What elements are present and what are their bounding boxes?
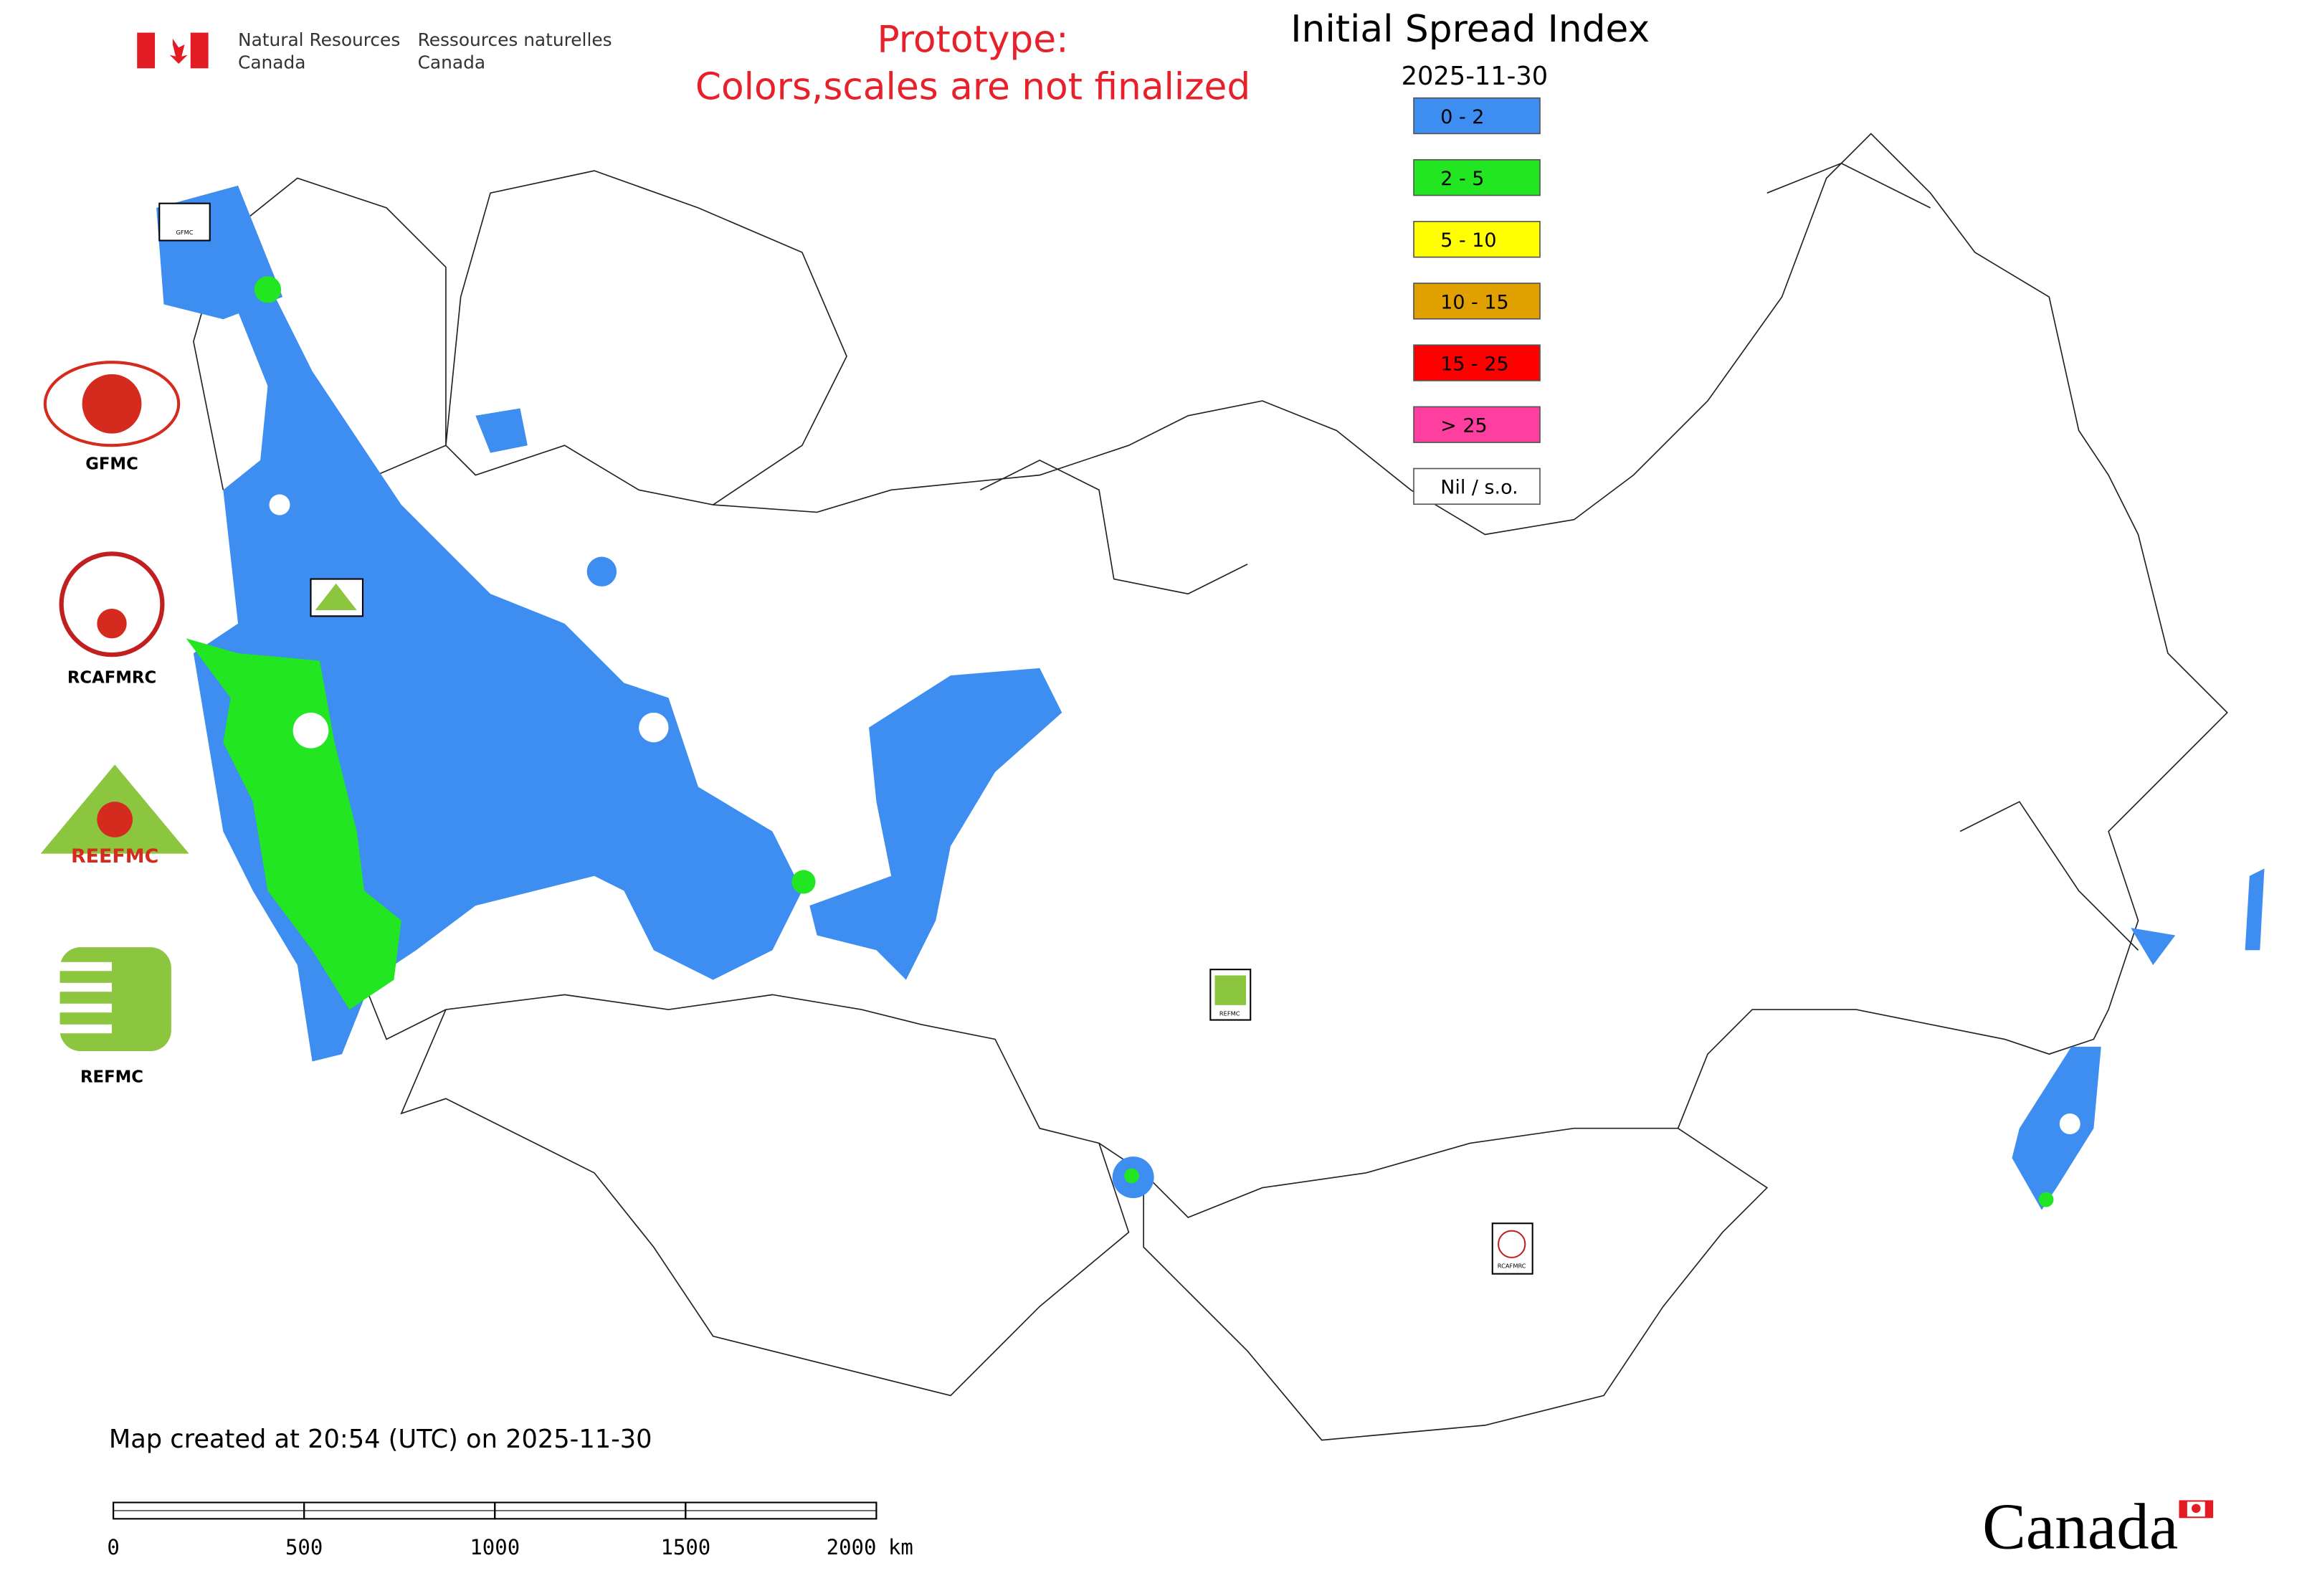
country-outline bbox=[1143, 1128, 1769, 1441]
logo-rcafmrc: RCAFMRC bbox=[59, 551, 165, 688]
scale-tick-label: 1000 bbox=[470, 1535, 520, 1559]
wordmark: Canada bbox=[1982, 1491, 2178, 1563]
legend: 0 - 2 2 - 5 5 - 10 10 - 15 15 - 25 > 25 Nil / … bbox=[1413, 97, 1541, 505]
country-outline bbox=[193, 170, 847, 505]
isi-zone-moderate bbox=[186, 276, 2054, 1207]
legend-title: Initial Spread Index bbox=[1290, 8, 1650, 51]
no-data-hole bbox=[269, 494, 2080, 1135]
department-fr: Canada bbox=[418, 52, 485, 72]
legend-swatch bbox=[1413, 406, 1541, 443]
legend-swatch bbox=[1413, 221, 1541, 258]
scale-tick-label: 0 bbox=[107, 1535, 119, 1559]
coastline bbox=[979, 162, 2139, 951]
nrcan-flag bbox=[137, 32, 209, 69]
legend-swatch bbox=[1413, 158, 1541, 196]
badge-label: GFMC bbox=[176, 229, 193, 236]
prototype-notice: Colors,scales are not finalized bbox=[695, 66, 1250, 109]
department-fr: Ressources naturelles bbox=[418, 29, 612, 50]
scale-tick-label: 500 bbox=[285, 1535, 323, 1559]
legend-label: 2 - 5 bbox=[1440, 168, 1484, 190]
scale-bar: 0 500 1000 1500 2000 km bbox=[107, 1501, 913, 1559]
legend-swatch bbox=[1413, 97, 1541, 135]
legend-label: > 25 bbox=[1440, 415, 1487, 437]
scale-tick-label: 1500 bbox=[660, 1535, 710, 1559]
legend-label: 0 - 2 bbox=[1440, 106, 1484, 128]
logo-label: REEFMC bbox=[71, 845, 158, 868]
legend-swatch bbox=[1413, 467, 1541, 505]
legend-label: 5 - 10 bbox=[1440, 229, 1496, 252]
badge-label: REFMC bbox=[1219, 1010, 1240, 1017]
legend-label: 10 - 15 bbox=[1440, 291, 1508, 313]
badge-label: RCAFMRC bbox=[1498, 1262, 1526, 1269]
badge bbox=[158, 202, 211, 242]
logo-reefmc: REEFMC bbox=[40, 764, 189, 868]
country-outline bbox=[311, 133, 2228, 1218]
scale-unit: km bbox=[888, 1535, 913, 1559]
logo-label: RCAFMRC bbox=[67, 669, 156, 688]
footer-note: Map created at 20:54 (UTC) on 2025-11-30 bbox=[109, 1425, 652, 1454]
legend-swatch bbox=[1413, 344, 1541, 381]
country-outline bbox=[400, 1009, 1130, 1397]
logo-label: REFMC bbox=[80, 1068, 143, 1087]
legend-swatch bbox=[1413, 282, 1541, 320]
prototype-notice: Prototype: bbox=[877, 18, 1068, 61]
legend-label: Nil / s.o. bbox=[1440, 477, 1518, 499]
department-en: Canada bbox=[238, 52, 305, 72]
scale-tick-label: 2000 bbox=[827, 1535, 877, 1559]
logo-label: GFMC bbox=[85, 455, 138, 473]
logo-refmc: REFMC bbox=[60, 947, 171, 1087]
canada-wordmark: Canada bbox=[1982, 1491, 2214, 1563]
isi-zone-low bbox=[156, 185, 2265, 1210]
logo-gfmc: GFMC bbox=[43, 361, 181, 473]
legend-date: 2025-11-30 bbox=[1402, 62, 1549, 91]
department-en: Natural Resources bbox=[238, 29, 400, 50]
legend-label: 15 - 25 bbox=[1440, 353, 1508, 375]
